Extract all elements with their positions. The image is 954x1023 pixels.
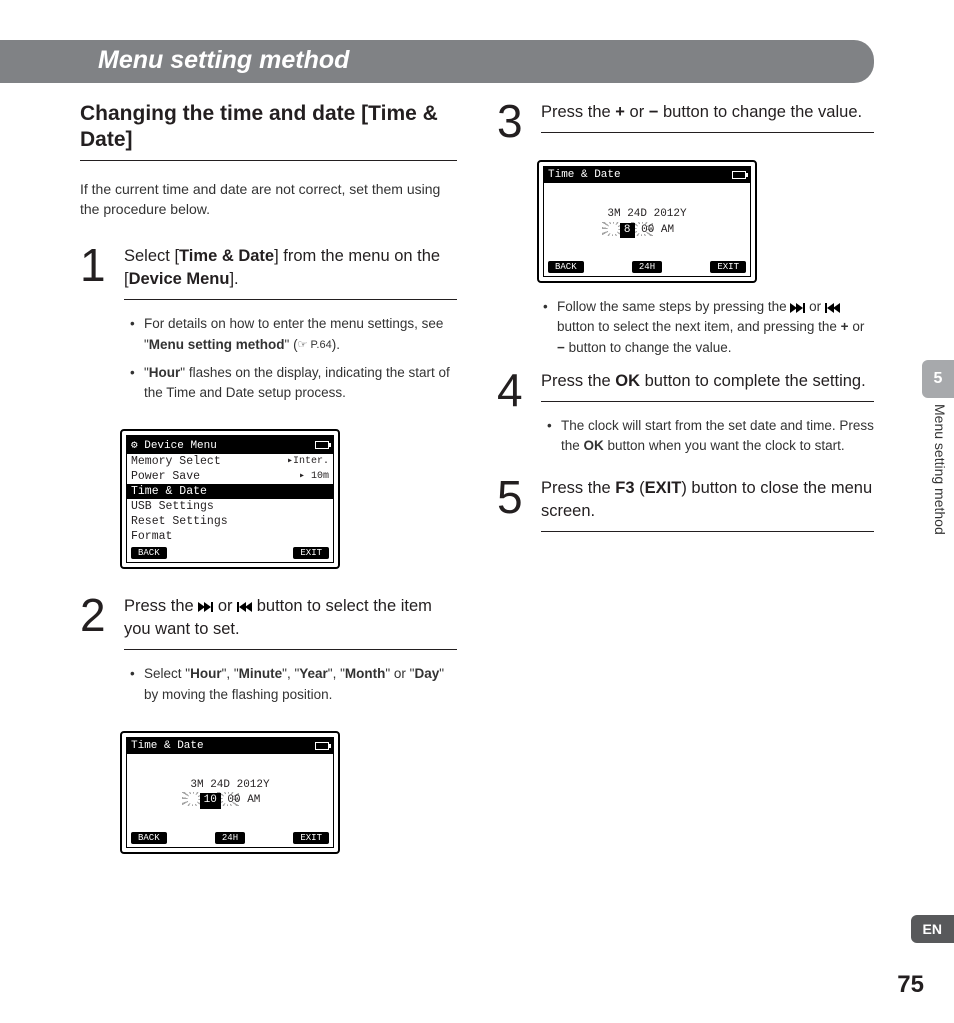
lcd-softkey: BACK xyxy=(131,832,167,844)
reference-icon: ☞ P.64 xyxy=(298,337,332,354)
lcd-softkey: EXIT xyxy=(293,547,329,559)
page: Menu setting method Changing the time an… xyxy=(0,0,954,1023)
gear-icon: ⚙ xyxy=(131,440,138,452)
lcd-menu-row: USB Settings xyxy=(127,499,333,514)
section-title: Changing the time and date [Time & Date] xyxy=(80,101,457,161)
lcd-softkey: EXIT xyxy=(293,832,329,844)
step-number: 3 xyxy=(497,101,529,142)
bullet: For details on how to enter the menu set… xyxy=(128,314,457,355)
lcd-menu-row: Memory Select▸Inter. xyxy=(127,454,333,469)
step-5: 5 Press the F3 (EXIT) button to close th… xyxy=(497,477,874,532)
prev-track-icon xyxy=(237,601,252,613)
lcd-date-line: 3M 24D 2012Y xyxy=(548,207,746,222)
battery-icon xyxy=(732,171,746,179)
lcd-menu-row: Reset Settings xyxy=(127,514,333,529)
bullet: Follow the same steps by pressing the or… xyxy=(541,297,874,358)
chapter-tab: 5 xyxy=(922,360,954,398)
step-number: 4 xyxy=(497,370,529,411)
step-number: 1 xyxy=(80,245,112,286)
step-4-bullets: The clock will start from the set date a… xyxy=(541,416,874,457)
battery-icon xyxy=(315,441,329,449)
chapter-title-bar: Menu setting method xyxy=(0,40,874,83)
right-column: 3 Press the + or − button to change the … xyxy=(497,101,874,854)
step-3-bullets: Follow the same steps by pressing the or… xyxy=(537,297,874,358)
lcd-menu-row: Time & Date xyxy=(127,484,333,499)
step-3: 3 Press the + or − button to change the … xyxy=(497,101,874,142)
battery-icon xyxy=(315,742,329,750)
lcd-softkey: 24H xyxy=(632,261,662,273)
step-2: 2 Press the or button to select the item… xyxy=(80,595,457,713)
step-3-text: Press the + or − button to change the va… xyxy=(541,101,874,133)
content-columns: Changing the time and date [Time & Date]… xyxy=(80,101,874,854)
step-5-text: Press the F3 (EXIT) button to close the … xyxy=(541,477,874,532)
intro-text: If the current time and date are not cor… xyxy=(80,179,457,220)
step-4: 4 Press the OK button to complete the se… xyxy=(497,370,874,465)
language-tab: EN xyxy=(911,915,954,943)
step-2-text: Press the or button to select the item y… xyxy=(124,595,457,650)
bullet: Select "Hour", "Minute", "Year", "Month"… xyxy=(128,664,457,705)
step-2-bullets: Select "Hour", "Minute", "Year", "Month"… xyxy=(124,664,457,705)
lcd-softkey: BACK xyxy=(548,261,584,273)
step-number: 5 xyxy=(497,477,529,518)
chapter-title: Menu setting method xyxy=(98,46,349,74)
step-1-bullets: For details on how to enter the menu set… xyxy=(124,314,457,403)
next-track-icon xyxy=(790,302,805,314)
lcd-time-line: 10 00 AM xyxy=(131,793,329,808)
lcd-time-date-2: Time & Date 3M 24D 2012Y 8 00 AM BACK 24… xyxy=(537,160,757,283)
lcd-device-menu: ⚙ Device Menu Memory Select▸Inter.Power … xyxy=(120,429,340,569)
step-4-text: Press the OK button to complete the sett… xyxy=(541,370,874,402)
lcd-softkey: BACK xyxy=(131,547,167,559)
left-column: Changing the time and date [Time & Date]… xyxy=(80,101,457,854)
lcd-time-line: 8 00 AM xyxy=(548,223,746,238)
step-1: 1 Select [Time & Date] from the menu on … xyxy=(80,245,457,411)
prev-track-icon xyxy=(825,302,840,314)
lcd-softkey: 24H xyxy=(215,832,245,844)
page-number: 75 xyxy=(897,971,924,999)
bullet: "Hour" flashes on the display, indicatin… xyxy=(128,363,457,404)
step-1-text: Select [Time & Date] from the menu on th… xyxy=(124,245,457,300)
lcd-softkey: EXIT xyxy=(710,261,746,273)
side-running-head: Menu setting method xyxy=(932,404,948,535)
lcd-time-date-1: Time & Date 3M 24D 2012Y 10 00 AM BACK 2… xyxy=(120,731,340,854)
bullet: The clock will start from the set date a… xyxy=(545,416,874,457)
flashing-value: 10 xyxy=(200,793,221,808)
lcd-menu-row: Format xyxy=(127,529,333,544)
next-track-icon xyxy=(198,601,213,613)
lcd-menu-row: Power Save▸ 10m xyxy=(127,469,333,484)
flashing-value: 8 xyxy=(620,223,635,238)
step-number: 2 xyxy=(80,595,112,636)
lcd-date-line: 3M 24D 2012Y xyxy=(131,778,329,793)
